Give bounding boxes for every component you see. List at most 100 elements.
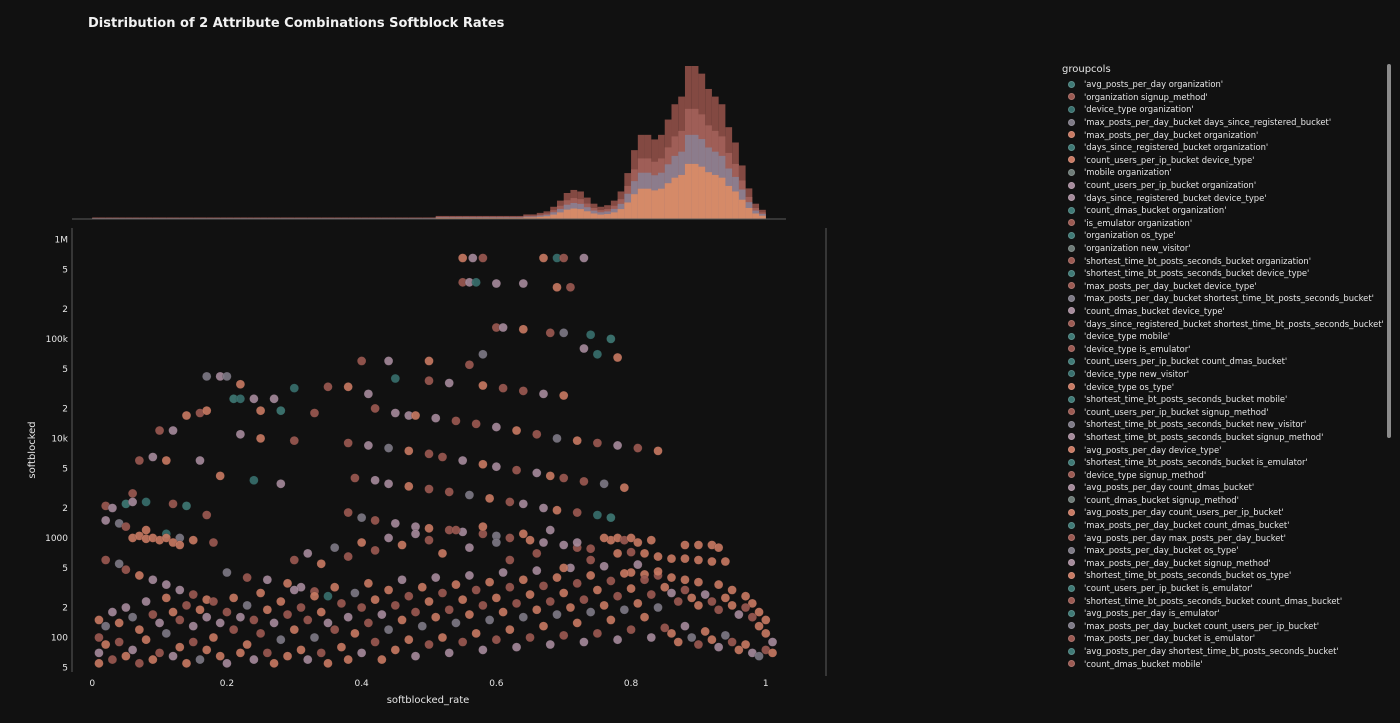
scatter-point (633, 537, 643, 548)
scatter-point (626, 533, 636, 543)
scatter-point (471, 585, 481, 595)
legend-item[interactable]: 'avg_posts_per_day device_type' (1062, 443, 1392, 456)
scatter-point (141, 635, 151, 645)
scatter-point (363, 618, 373, 628)
legend-item[interactable]: 'days_since_registered_bucket device_typ… (1062, 191, 1392, 204)
scatter-point (518, 324, 528, 334)
scatter-point (276, 596, 286, 607)
legend-item[interactable]: 'organization new_visitor' (1062, 242, 1392, 255)
legend-item[interactable]: 'days_since_registered_bucket organizati… (1062, 141, 1392, 154)
scatter-point (262, 575, 272, 585)
legend-item[interactable]: 'shortest_time_bt_posts_seconds_bucket n… (1062, 418, 1392, 431)
x-tick-label: 0.4 (354, 679, 369, 689)
legend-item[interactable]: 'shortest_time_bt_posts_seconds_bucket o… (1062, 254, 1392, 267)
scatter-point (653, 566, 663, 577)
scatter-point (613, 440, 623, 451)
legend-item[interactable]: 'device_type organization' (1062, 103, 1392, 116)
legend-item[interactable]: 'max_posts_per_day_bucket days_since_reg… (1062, 116, 1392, 129)
legend-item[interactable]: 'organization signup_method' (1062, 91, 1392, 104)
legend-item[interactable]: 'max_posts_per_day_bucket count_users_pe… (1062, 620, 1392, 633)
legend-item[interactable]: 'avg_posts_per_day shortest_time_bt_post… (1062, 645, 1392, 658)
legend-item[interactable]: 'device_type os_type' (1062, 380, 1392, 393)
legend-label: 'shortest_time_bt_posts_seconds_bucket o… (1084, 570, 1292, 581)
legend-item[interactable]: 'count_dmas_bucket device_type' (1062, 305, 1392, 318)
legend-label: 'count_dmas_bucket mobile' (1084, 658, 1203, 669)
scatter-point (202, 510, 212, 520)
legend-swatch (1068, 521, 1075, 529)
legend-item[interactable]: 'max_posts_per_day_bucket device_type' (1062, 280, 1392, 293)
legend-item[interactable]: 'count_dmas_bucket signup_method' (1062, 494, 1392, 507)
scatter-point (107, 607, 118, 617)
legend-item[interactable]: 'count_users_per_ip_bucket count_dmas_bu… (1062, 355, 1392, 368)
legend-item[interactable]: 'shortest_time_bt_posts_seconds_bucket i… (1062, 456, 1392, 469)
legend-swatch (1068, 168, 1075, 176)
scatter-point (431, 612, 441, 622)
legend-item[interactable]: 'avg_posts_per_day count_users_per_ip_bu… (1062, 506, 1392, 519)
legend-scrollbar[interactable] (1387, 64, 1391, 438)
scatter-point (383, 533, 394, 543)
legend-item[interactable]: 'shortest_time_bt_posts_seconds_bucket s… (1062, 431, 1392, 444)
legend-item[interactable]: 'count_dmas_bucket mobile' (1062, 657, 1392, 670)
legend-item[interactable]: 'count_users_per_ip_bucket is_emulator' (1062, 582, 1392, 595)
scatter-point (464, 490, 475, 500)
legend-swatch (1068, 458, 1075, 466)
legend-item[interactable]: 'avg_posts_per_day count_dmas_bucket' (1062, 481, 1392, 494)
legend-item[interactable]: 'device_type new_visitor' (1062, 368, 1392, 381)
legend-item[interactable]: 'is_emulator organization' (1062, 217, 1392, 230)
scatter-point (357, 356, 367, 366)
hist-bar (678, 174, 685, 219)
scatter-point (289, 555, 299, 565)
legend-item[interactable]: 'device_type is_emulator' (1062, 342, 1392, 355)
hist-bar (651, 190, 659, 219)
legend-item[interactable]: 'count_users_per_ip_bucket signup_method… (1062, 405, 1392, 418)
legend-item[interactable]: 'max_posts_per_day_bucket os_type' (1062, 544, 1392, 557)
scatter-point (242, 639, 252, 650)
legend-item[interactable]: 'device_type signup_method' (1062, 468, 1392, 481)
legend-label: 'max_posts_per_day_bucket os_type' (1084, 545, 1239, 556)
legend-label: 'max_posts_per_day_bucket days_since_reg… (1084, 117, 1332, 128)
legend-item[interactable]: 'max_posts_per_day_bucket is_emulator' (1062, 632, 1392, 645)
legend-item[interactable]: 'shortest_time_bt_posts_seconds_bucket d… (1062, 267, 1392, 280)
scatter-point (363, 440, 373, 451)
legend-item[interactable]: 'avg_posts_per_day max_posts_per_day_buc… (1062, 531, 1392, 544)
scatter-point (101, 639, 111, 650)
legend-item[interactable]: 'shortest_time_bt_posts_seconds_bucket m… (1062, 393, 1392, 406)
legend-item[interactable]: 'count_users_per_ip_bucket device_type' (1062, 154, 1392, 167)
legend-item[interactable]: 'max_posts_per_day_bucket shortest_time_… (1062, 292, 1392, 305)
scatter-point (464, 609, 475, 620)
legend-swatch (1068, 320, 1075, 328)
scatter-point (417, 621, 427, 631)
hist-bar (718, 177, 726, 219)
scatter-point (572, 507, 582, 518)
scatter-point (619, 483, 629, 493)
legend-item[interactable]: 'count_users_per_ip_bucket organization' (1062, 179, 1392, 192)
scatter-point (404, 481, 414, 491)
scatter-point (451, 416, 461, 426)
legend-label: 'shortest_time_bt_posts_seconds_bucket n… (1084, 419, 1307, 430)
legend-item[interactable]: 'mobile organization' (1062, 166, 1392, 179)
legend-item[interactable]: 'count_dmas_bucket organization' (1062, 204, 1392, 217)
scatter-point (471, 628, 481, 638)
legend-label: 'count_users_per_ip_bucket is_emulator' (1084, 583, 1253, 594)
scatter-point (633, 559, 643, 570)
legend-item[interactable]: 'days_since_registered_bucket shortest_t… (1062, 317, 1392, 330)
legend-item[interactable]: 'avg_posts_per_day is_emulator' (1062, 607, 1392, 620)
legend-item[interactable]: 'shortest_time_bt_posts_seconds_bucket o… (1062, 569, 1392, 582)
plot-area[interactable]: 0 0.2 0.4 0.6 0.8 1 1M 5 2 100k 5 2 10k 5 2 1000 5 2 100 5 s… (0, 0, 1040, 723)
scatter-point (613, 591, 623, 601)
scatter-point (202, 371, 212, 381)
scatter-point (424, 376, 434, 386)
scatter-point (498, 607, 508, 617)
legend-swatch (1068, 446, 1075, 454)
legend-item[interactable]: 'max_posts_per_day_bucket organization' (1062, 128, 1392, 141)
legend-item[interactable]: 'avg_posts_per_day organization' (1062, 78, 1392, 91)
scatter-point (370, 545, 380, 555)
legend-item[interactable]: 'device_type mobile' (1062, 330, 1392, 343)
legend-item[interactable]: 'shortest_time_bt_posts_seconds_bucket c… (1062, 594, 1392, 607)
legend-item[interactable]: 'max_posts_per_day_bucket signup_method' (1062, 557, 1392, 570)
scatter-point (343, 438, 353, 448)
legend-label: 'max_posts_per_day_bucket signup_method' (1084, 557, 1271, 568)
legend-item[interactable]: 'max_posts_per_day_bucket count_dmas_buc… (1062, 519, 1392, 532)
legend-item[interactable]: 'organization os_type' (1062, 229, 1392, 242)
scatter-point (458, 595, 468, 605)
